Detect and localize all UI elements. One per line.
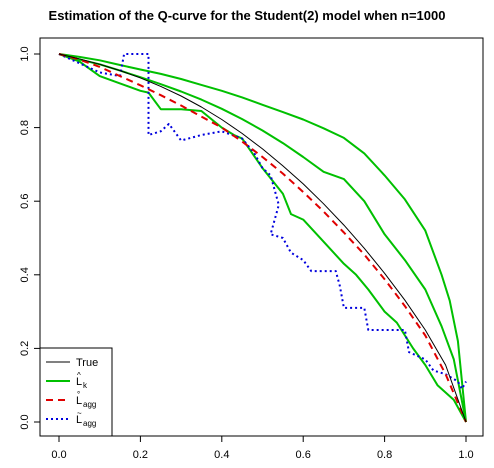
legend-label-sub: agg (83, 419, 96, 428)
legend-label: L (76, 395, 82, 407)
x-tick-label: 0.6 (296, 449, 311, 461)
legend-label-accent: ~ (77, 409, 82, 418)
legend: True^L k°L agg~L agg (39, 347, 113, 437)
x-tick-label: 0.4 (214, 449, 229, 461)
legend-label: L (76, 414, 82, 426)
y-tick-label: 0.4 (19, 267, 31, 282)
legend-label-sub: agg (83, 400, 96, 409)
series-layer (58, 53, 467, 423)
legend-box (39, 347, 113, 437)
plot-frame (39, 37, 484, 437)
series-line-bandupper (58, 53, 467, 423)
series-line-bandlower (58, 53, 467, 423)
y-tick-label: 0.8 (19, 120, 31, 135)
legend-label: True (76, 357, 98, 369)
legend-label: L (76, 376, 82, 388)
y-tick-label: 0.2 (19, 341, 31, 356)
x-tick-label: 0.2 (133, 449, 148, 461)
legend-label-accent: ^ (77, 371, 81, 380)
x-tick-label: 0.0 (51, 449, 66, 461)
legend-label-accent: ° (77, 390, 80, 399)
y-tick-label: 1.0 (19, 46, 31, 61)
y-tick-label: 0.6 (19, 194, 31, 209)
legend-label-sub: k (83, 381, 88, 390)
axes: 0.0 0.2 0.4 0.6 0.8 1.0 0.0 0.2 0.4 0.6 0.8 1.0 (19, 37, 484, 461)
series-line-l_agg (58, 53, 467, 390)
x-tick-label: 1.0 (458, 449, 473, 461)
y-tick-label: 0.0 (19, 414, 31, 429)
series-line-l_k (58, 53, 467, 423)
x-tick-label: 0.8 (377, 449, 392, 461)
series-line-l_agg (58, 53, 467, 423)
series-line-true (58, 53, 467, 423)
chart-title: Estimation of the Q-curve for the Studen… (49, 8, 446, 23)
